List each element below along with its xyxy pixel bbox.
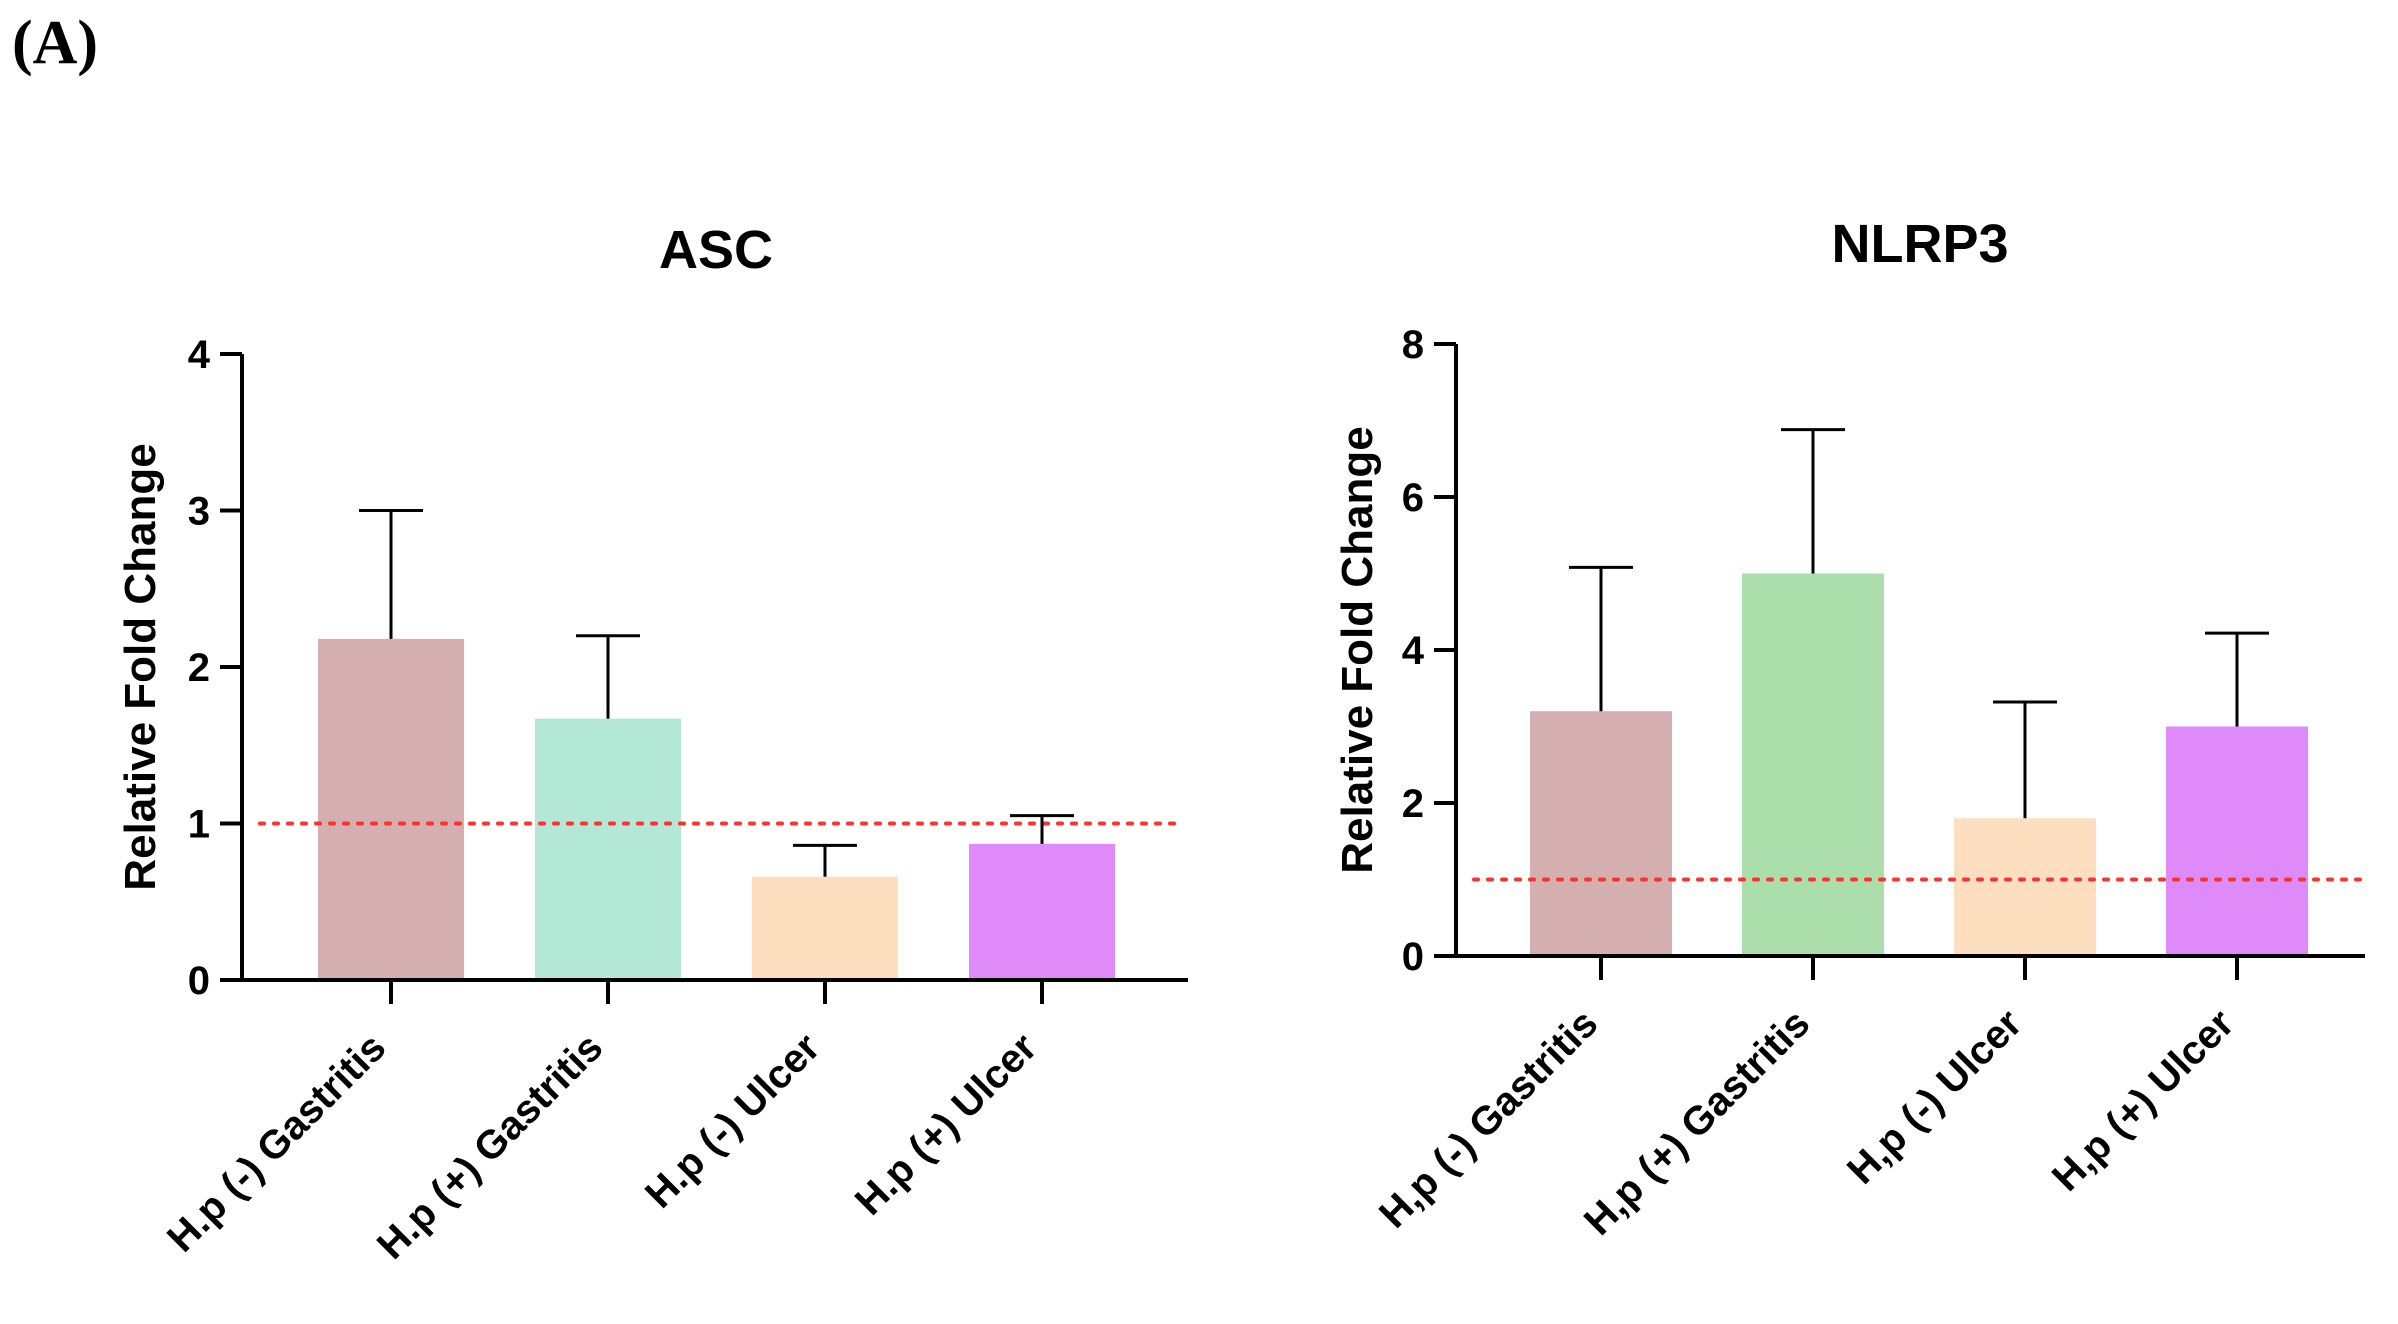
x-tick-label: H.p (+) Gastritis (369, 1025, 612, 1268)
error-bar-4 (1010, 814, 1074, 844)
bar-4 (969, 843, 1115, 980)
bar-4 (2166, 726, 2308, 956)
y-tick-label: 0 (188, 959, 210, 1003)
y-tick-label: 8 (1402, 323, 1424, 367)
y-tick-label: 1 (188, 803, 210, 847)
bar-2 (535, 718, 681, 980)
x-tick-label: H,p (-) Ulcer (1839, 1001, 2030, 1192)
bar-3 (752, 876, 898, 980)
bar-1 (318, 638, 464, 980)
y-tick-label: 2 (1402, 782, 1424, 826)
y-tick-label: 2 (188, 646, 210, 690)
error-bar-3 (1993, 700, 2057, 819)
x-tick-label: H,p (+) Ulcer (2044, 1001, 2242, 1199)
y-tick-label: 4 (1402, 629, 1425, 673)
y-tick-label: 4 (188, 333, 211, 377)
bar-3 (1954, 818, 2096, 956)
chart-asc: ASC Relative Fold Change 0 1 2 3 4 H.p (-) Gast… (116, 220, 1188, 1268)
bar-2 (1742, 573, 1884, 956)
x-tick-label: H.p (-) Ulcer (637, 1025, 828, 1216)
panel-label: (A) (12, 9, 99, 77)
y-tick-label: 6 (1402, 476, 1424, 520)
error-bar-3 (793, 843, 857, 877)
y-tick-label: 3 (188, 490, 210, 534)
chart-nlrp3: NLRP3 Relative Fold Change 0 2 4 6 8 H,p (-) Ga… (1333, 214, 2365, 1244)
error-bar-1 (1569, 565, 1633, 712)
x-tick-label: H,p (-) Gastritis (1371, 1001, 1606, 1236)
bar-1 (1530, 711, 1672, 956)
y-tick-label: 0 (1402, 935, 1424, 979)
error-bar-1 (359, 509, 423, 639)
x-tick-label: H.p (-) Gastritis (159, 1025, 394, 1260)
error-bar-4 (2205, 631, 2269, 727)
y-axis-label: Relative Fold Change (116, 443, 165, 890)
error-bar-2 (1781, 428, 1845, 574)
chart-title: NLRP3 (1831, 214, 2008, 274)
y-axis-label: Relative Fold Change (1333, 426, 1382, 873)
x-tick-label: H.p (+) Ulcer (847, 1025, 1045, 1223)
x-tick-label: H,p (+) Gastritis (1576, 1001, 1819, 1244)
chart-title: ASC (659, 220, 773, 280)
error-bar-2 (576, 634, 640, 719)
